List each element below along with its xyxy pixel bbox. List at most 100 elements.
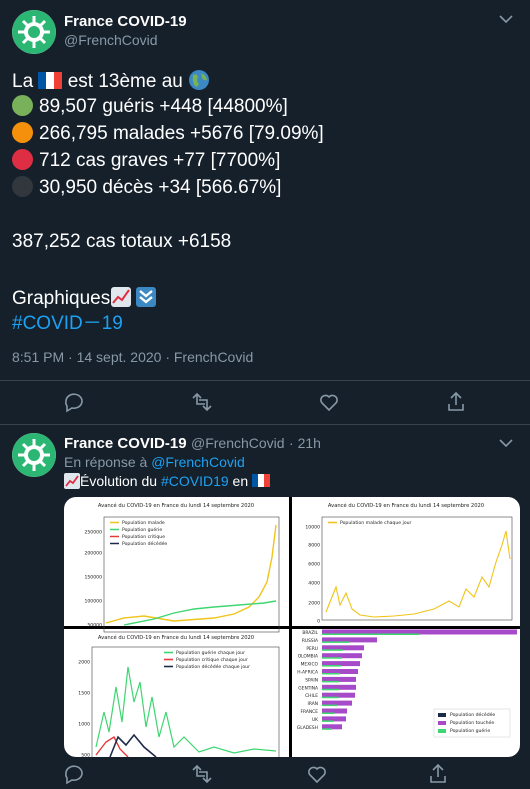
y-tick-label: 250000 (84, 530, 102, 536)
y-tick-label: 1000 (78, 722, 90, 728)
separator (0, 424, 530, 425)
reply-to[interactable]: @FrenchCovid (151, 454, 245, 470)
curve (95, 735, 129, 757)
country-label: BRAZIL (302, 630, 318, 636)
author-handle[interactable]: @FrenchCovid (191, 435, 285, 451)
axes (103, 516, 280, 633)
reply-label: En réponse à (64, 454, 148, 470)
timestamp[interactable]: 8:51 PM · 14 sept. 2020 · FrenchCovid (12, 349, 254, 365)
bar (322, 633, 420, 635)
legend-label: Population décédée (122, 540, 167, 547)
reply-button[interactable] (65, 393, 83, 413)
like-button[interactable] (320, 394, 338, 412)
panel (64, 497, 289, 626)
y-tick-label: 2000 (308, 601, 320, 607)
text: Graphiques (12, 288, 111, 309)
author-name[interactable]: France COVID-19 (64, 435, 187, 452)
bar (322, 641, 350, 643)
y-tick-label: 10000 (305, 525, 320, 531)
more-menu[interactable] (498, 14, 514, 24)
bar (322, 728, 332, 730)
bar (322, 704, 337, 707)
legend-box (433, 708, 511, 738)
text: 266,795 malades +5676 [79.09%] (39, 123, 324, 144)
share-button[interactable] (430, 763, 446, 783)
text: La (12, 71, 34, 92)
legend-swatch (438, 713, 446, 717)
country-label: H-AFRICA (297, 670, 318, 676)
bar (322, 673, 340, 675)
bar (322, 637, 377, 643)
text: en (232, 473, 249, 489)
flag-fr (38, 72, 63, 89)
tweet-line: Graphiques (12, 286, 157, 310)
axes (91, 646, 280, 757)
y-tick-label: 200000 (84, 551, 102, 557)
legend-label: Population guérie (450, 727, 490, 734)
y-tick-label: 4000 (308, 581, 320, 587)
curve (325, 530, 511, 618)
retweet-button[interactable] (192, 392, 212, 412)
bar (322, 712, 335, 714)
legend-label: Population critique (122, 534, 165, 540)
bar (322, 716, 346, 722)
tweet-image[interactable]: Avancé du COVID-19 en France du lundi 14… (64, 497, 520, 757)
text: 30,950 décès +34 [566.67%] (39, 177, 282, 198)
bar (322, 684, 356, 690)
globe (189, 70, 210, 90)
tweet-line: 266,795 malades +5676 [79.09%] (12, 122, 324, 145)
country-label: IRAN (308, 701, 318, 707)
bar (322, 680, 339, 683)
text: 712 cas graves +77 [7700%] (39, 150, 281, 171)
country-label: SPAIN (305, 677, 318, 683)
country-label: OLOMBIA (298, 654, 318, 660)
author-handle[interactable]: @FrenchCovid (64, 32, 158, 48)
legend-swatch (438, 721, 446, 725)
reply-info: En réponse à @FrenchCovid (64, 454, 245, 470)
country-label: PERU (306, 646, 318, 652)
legend-label: Population malade chaque jour (340, 520, 412, 526)
retweet-button[interactable] (192, 764, 212, 784)
curve (95, 666, 277, 754)
tweet-line: 89,507 guéris +448 [44800%] (12, 95, 288, 118)
country-label: GLADESH (297, 725, 318, 731)
flag-fr (252, 474, 271, 487)
text: 387,252 cas totaux +6158 (12, 231, 232, 252)
bar (322, 669, 358, 674)
hashtag[interactable]: #COVID19 (160, 473, 229, 489)
tweet-line: 712 cas graves +77 [7700%] (12, 149, 280, 172)
country-label: CHILE (305, 693, 318, 699)
curve (109, 733, 157, 757)
bar (322, 645, 364, 651)
legend-swatch (438, 729, 446, 733)
y-tick-label: 1500 (78, 691, 90, 697)
text: est 13ème au (67, 71, 183, 92)
panel (64, 629, 289, 757)
bar (322, 724, 342, 730)
avatar[interactable] (12, 433, 56, 477)
like-button[interactable] (308, 766, 326, 784)
curve (123, 600, 277, 626)
y-tick-label: 50000 (87, 623, 102, 629)
panel-title: Avancé du COVID-19 en France du lundi 14… (98, 634, 254, 641)
y-tick-label: 2000 (78, 660, 90, 666)
country-label: FRANCE (300, 709, 318, 715)
avatar[interactable] (12, 10, 56, 54)
bar (322, 629, 517, 635)
avatar-icon (12, 10, 56, 54)
author-name[interactable]: France COVID-19 (64, 13, 187, 30)
tweet-age[interactable]: · 21h (289, 435, 321, 451)
more-menu[interactable] (498, 438, 514, 448)
country-label: GENTINA (298, 685, 318, 691)
bar (322, 720, 334, 722)
text: Évolution du (80, 473, 158, 489)
share-button[interactable] (448, 391, 464, 411)
bar (322, 657, 342, 659)
panel-title: Avancé du COVID-19 en France du lundi 14… (98, 502, 254, 509)
bar (322, 700, 352, 706)
reply-button[interactable] (65, 765, 83, 785)
legend-label: Population touchée (450, 719, 494, 726)
hashtag[interactable]: #COVID－19 (12, 313, 123, 334)
y-tick-label: 8000 (308, 543, 320, 549)
country-label: MEXICO (301, 662, 319, 668)
